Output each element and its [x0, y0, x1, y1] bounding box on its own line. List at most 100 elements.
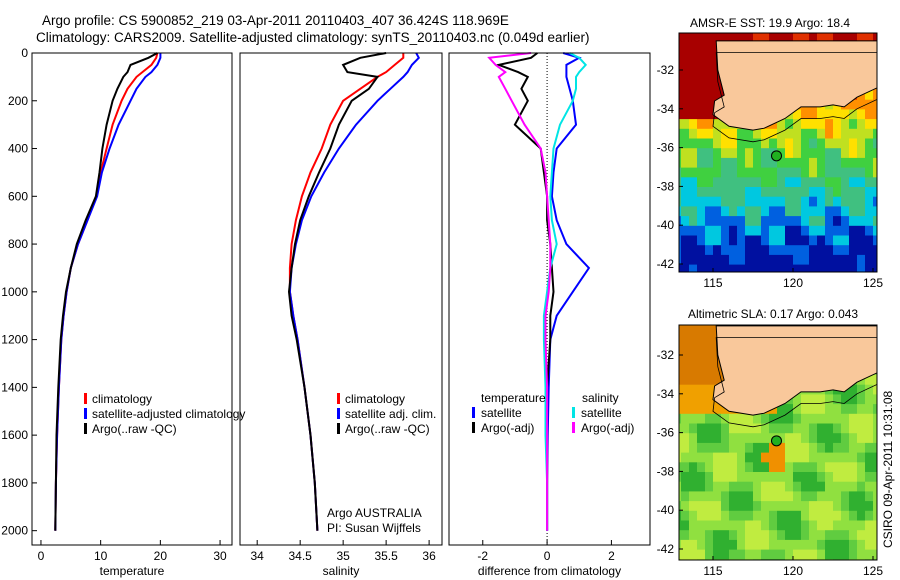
- map-cell: [809, 452, 818, 463]
- map-cell: [833, 393, 842, 405]
- map-cell: [737, 422, 746, 434]
- map-cell: [745, 33, 754, 42]
- map-cell: [761, 196, 770, 207]
- map-cell: [737, 413, 746, 424]
- map-cell: [817, 225, 826, 236]
- map-cell: [705, 264, 714, 272]
- map-cell: [689, 471, 698, 482]
- map-cell: [697, 481, 706, 492]
- map-cell: [857, 176, 866, 187]
- map-cell: [809, 529, 818, 540]
- map-cell: [873, 89, 877, 100]
- map-cell: [817, 403, 826, 414]
- map-cell: [745, 413, 754, 424]
- x-axis-label: difference from climatology: [478, 564, 621, 578]
- map-cell: [849, 539, 858, 550]
- map-cell: [745, 196, 754, 207]
- map-cell: [753, 128, 762, 139]
- x-tick-label: 35.5: [374, 549, 398, 563]
- map-cell: [793, 413, 802, 424]
- map-cell: [793, 205, 802, 217]
- legend-entry: climatology: [92, 392, 152, 406]
- map-cell: [713, 481, 722, 492]
- map-cell: [737, 196, 746, 207]
- map-cell: [689, 196, 698, 207]
- map-cell: [769, 529, 778, 540]
- map-cell: [801, 481, 810, 492]
- legend-entry: satellite adj. clim.: [345, 407, 436, 421]
- map-cell: [679, 364, 682, 375]
- map-cell: [713, 79, 722, 90]
- map-cell: [801, 196, 810, 207]
- map-cell: [679, 413, 682, 424]
- map-cell: [809, 539, 818, 550]
- map-cell: [865, 33, 874, 42]
- map-cell: [873, 384, 877, 395]
- map-cell: [745, 490, 754, 502]
- map-cell: [705, 186, 714, 197]
- map-cell: [689, 147, 698, 158]
- map-cell: [785, 529, 794, 540]
- map-cell: [737, 481, 746, 492]
- map-cell: [697, 452, 706, 463]
- map-cell: [825, 432, 834, 443]
- map-cell: [679, 50, 682, 61]
- map-cell: [745, 422, 754, 434]
- map-cell: [753, 422, 762, 434]
- map-cell: [865, 461, 874, 472]
- map-cell: [857, 234, 866, 246]
- map-cell: [833, 539, 842, 550]
- map-cell: [817, 186, 826, 197]
- map-cell: [873, 147, 877, 158]
- plot-frame: [239, 52, 443, 546]
- map-cell: [825, 539, 834, 550]
- map-cell: [729, 549, 738, 560]
- map-cell: [679, 490, 682, 502]
- map-cell: [865, 558, 874, 560]
- map-cell: [679, 471, 682, 482]
- map-cell: [697, 50, 706, 61]
- map-cell: [705, 335, 714, 346]
- map-cell: [753, 254, 762, 265]
- map-cell: [713, 364, 722, 375]
- map-cell: [769, 215, 778, 226]
- map-cell: [817, 254, 826, 265]
- map-cell: [681, 186, 690, 197]
- map-cell: [793, 157, 802, 168]
- map-cell: [849, 108, 858, 120]
- map-cell: [809, 225, 818, 236]
- map-cell: [705, 137, 714, 149]
- y-tick-label: 1000: [1, 285, 28, 299]
- map-cell: [769, 500, 778, 511]
- argo-float-marker: [771, 150, 783, 162]
- map-cell: [785, 549, 794, 560]
- map-cell: [745, 186, 754, 197]
- map-cell: [745, 442, 754, 453]
- map-cell: [785, 128, 794, 139]
- map-cell: [777, 196, 786, 207]
- map-cell: [681, 118, 690, 129]
- map-cell: [809, 481, 818, 492]
- map-cell: [769, 413, 778, 424]
- sst-map: [679, 33, 877, 272]
- map-cell: [697, 529, 706, 540]
- legend-entry: satellite: [481, 406, 522, 420]
- map-cell: [679, 345, 682, 356]
- map-cell: [817, 33, 826, 42]
- map-cell: [865, 186, 874, 197]
- map-cell: [753, 549, 762, 560]
- annotation-institution: Argo AUSTRALIA: [327, 506, 422, 520]
- legend-swatch: [337, 423, 340, 434]
- map-cell: [873, 186, 877, 197]
- map-cell: [753, 471, 762, 482]
- y-tick-label: -40: [657, 503, 675, 517]
- map-cell: [817, 176, 826, 187]
- map-cell: [809, 264, 818, 272]
- map-cell: [785, 481, 794, 492]
- map-cell: [745, 147, 754, 158]
- map-cell: [833, 403, 842, 414]
- map-cell: [697, 176, 706, 187]
- map-cell: [681, 481, 690, 492]
- x-tick-label: 0: [38, 549, 45, 563]
- map-cell: [713, 519, 722, 531]
